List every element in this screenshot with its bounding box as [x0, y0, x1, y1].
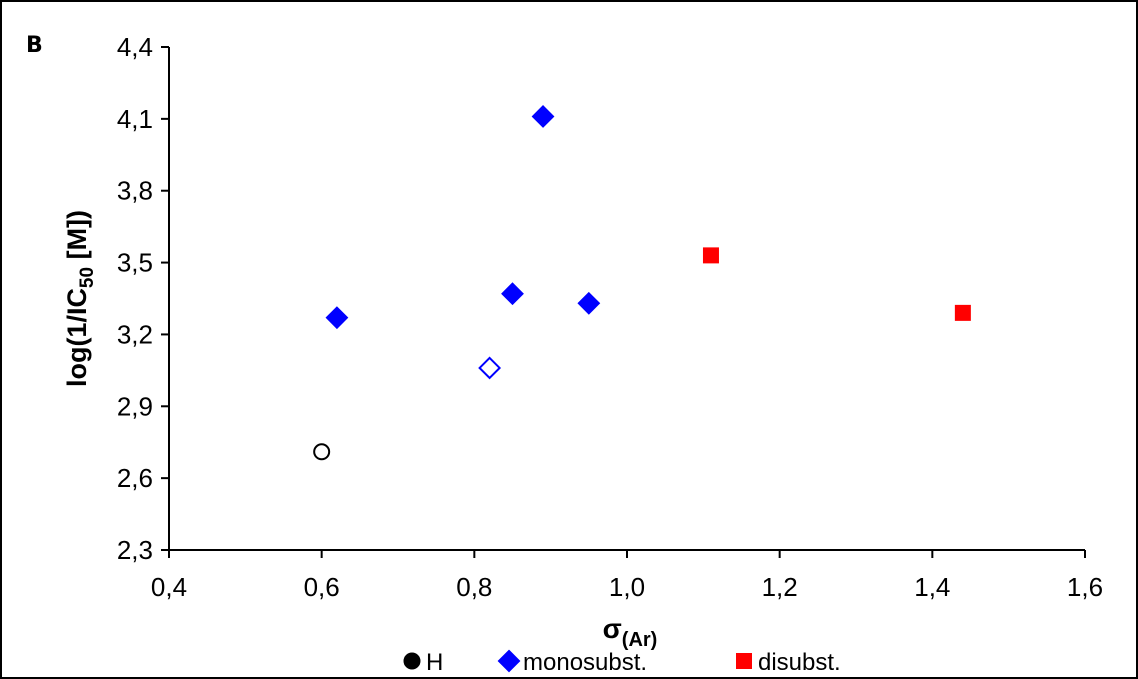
panel-label: B: [26, 33, 43, 58]
legend-marker-circle: [403, 652, 421, 670]
x-tick-label: 0,8: [456, 572, 492, 602]
x-ticks: 0,4 0,6 0,8 1,0 1,2 1,4 1,6: [151, 550, 1103, 602]
data-point-diamond: [577, 291, 601, 315]
y-tick-label: 4,4: [117, 32, 153, 62]
y-tick-label: 3,8: [117, 176, 153, 206]
legend-marker-square: [736, 653, 752, 669]
legend-label: H: [426, 649, 443, 676]
data-points: [313, 105, 971, 461]
legend-marker-diamond: [497, 649, 521, 673]
x-axis-title-sub: (Ar): [622, 629, 658, 651]
y-tick-label: 2,6: [117, 463, 153, 493]
data-point-diamond: [501, 282, 524, 306]
x-tick-label: 1,4: [914, 572, 950, 602]
y-tick-label: 4,1: [117, 104, 153, 134]
data-point-square: [954, 304, 971, 321]
data-point-circle: [313, 443, 331, 461]
data-point-square: [702, 247, 719, 264]
svg-text:σ(Ar): σ(Ar): [603, 613, 658, 651]
x-tick-label: 0,4: [151, 572, 187, 602]
data-point-diamond: [325, 306, 349, 330]
y-tick-label: 3,5: [117, 248, 153, 278]
data-point-diamond: [531, 105, 555, 128]
y-axis-title-sub: 50: [77, 267, 98, 288]
y-tick-label: 2,9: [117, 391, 153, 421]
x-tick-label: 0,6: [304, 572, 340, 602]
y-axis-title-main: log(1/IC: [62, 288, 92, 387]
x-tick-label: 1,6: [1067, 572, 1103, 602]
y-tick-label: 3,2: [117, 319, 153, 349]
y-axis-title-post: [M]): [62, 210, 92, 267]
data-point-diamond: [478, 356, 502, 380]
legend-label: disubst.: [758, 649, 841, 676]
y-axis-title: log(1/IC50 [M]): [62, 210, 98, 387]
legend-label: monosubst.: [523, 649, 647, 676]
svg-text:log(1/IC50 [M]): log(1/IC50 [M]): [62, 210, 98, 387]
x-axis-title: σ(Ar): [603, 613, 658, 651]
y-ticks: 2,3 2,6 2,9 3,2 3,5 3,8 4,1 4,4: [117, 32, 169, 565]
x-tick-label: 1,0: [609, 572, 645, 602]
y-tick-label: 2,3: [117, 535, 153, 565]
x-axis-title-main: σ: [603, 613, 622, 644]
x-tick-label: 1,2: [762, 572, 798, 602]
